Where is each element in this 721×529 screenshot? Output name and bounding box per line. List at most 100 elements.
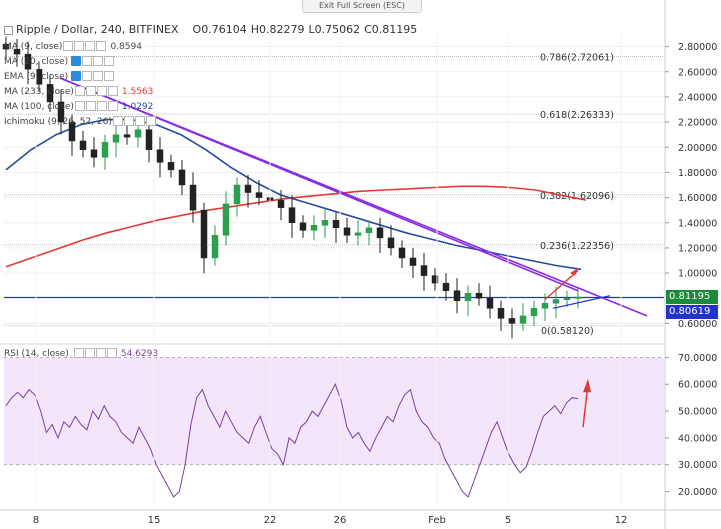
price-tick-label: 2.20000 (678, 118, 717, 129)
candle-body (233, 184, 241, 205)
rsi-settings-icon[interactable] (73, 348, 84, 358)
candle-body (200, 209, 208, 259)
hide-icon[interactable] (82, 71, 93, 81)
indicator-legend-row: MA (20, close) (4, 56, 115, 67)
candle-body (354, 232, 362, 236)
hide-icon[interactable] (85, 86, 96, 96)
candle-body (101, 141, 109, 158)
candle-body (519, 315, 527, 324)
candle-body (442, 282, 450, 291)
remove-icon[interactable] (96, 41, 107, 51)
rsi-tick-label: 30.0000 (678, 460, 717, 471)
candle-body (475, 292, 483, 299)
format-icon[interactable] (93, 71, 104, 81)
fib-level-label: 0.786(2.72061) (540, 53, 614, 64)
hline-price-tag: 0.80619 (666, 304, 718, 319)
remove-icon[interactable] (145, 116, 156, 126)
format-icon[interactable] (85, 41, 96, 51)
indicator-legend-row: MA (100, close) 1.0292 (4, 101, 153, 112)
format-icon[interactable] (93, 56, 104, 66)
candle-body (288, 207, 296, 223)
collapse-icon[interactable] (4, 25, 13, 35)
indicator-value: 1.5563 (121, 86, 154, 97)
rsi-remove-icon[interactable] (106, 348, 117, 358)
candle-body (299, 222, 307, 231)
format-icon[interactable] (134, 116, 145, 126)
remove-icon[interactable] (107, 86, 118, 96)
remove-icon[interactable] (104, 71, 115, 81)
candle-body (563, 298, 571, 300)
candle-body (2, 43, 10, 50)
hide-icon[interactable] (85, 101, 96, 111)
hide-icon[interactable] (74, 41, 85, 51)
time-tick-label: Feb (428, 515, 446, 526)
price-tick-label: 1.80000 (678, 168, 717, 179)
time-tick-label: 8 (33, 515, 39, 526)
fibonacci-levels: 0.786(2.72061) 0.618(2.26333) 0.382(1.6209… (4, 53, 664, 337)
remove-icon[interactable] (107, 101, 118, 111)
last-price-tag: 0.81195 (666, 289, 718, 304)
candle-body (453, 290, 461, 302)
candle-body (68, 121, 76, 142)
price-axis: 2.80000 2.60000 2.40000 2.20000 2.00000 1.800… (664, 0, 717, 529)
candle-body (574, 296, 582, 299)
rsi-label: RSI (14, close) (4, 348, 69, 359)
candle-body (431, 275, 439, 284)
ma-233-line (5, 185, 587, 268)
candle-body (420, 265, 428, 276)
fib-level-label: 0(0.58120) (541, 326, 594, 337)
upper-trendline (59, 77, 579, 292)
candlesticks (2, 36, 582, 339)
ma-100-line (5, 118, 582, 271)
time-tick-label: 22 (264, 515, 277, 526)
rsi-tick-label: 60.0000 (678, 380, 717, 391)
rsi-tick-label: 20.0000 (678, 487, 717, 498)
indicator-label: MA (100, close) (4, 101, 74, 112)
candle-body (46, 84, 54, 103)
hide-icon[interactable] (123, 116, 134, 126)
price-tick-label: 2.40000 (678, 92, 717, 103)
fib-level-label: 0.618(2.26333) (540, 110, 614, 121)
candle-body (310, 225, 318, 231)
rsi-tick-label: 50.0000 (678, 407, 717, 418)
remove-icon[interactable] (104, 56, 115, 66)
bullish-arrow-head (570, 268, 578, 276)
indicator-label: EMA (9, close) (4, 71, 69, 82)
price-tick-label: 1.20000 (678, 243, 717, 254)
settings-icon[interactable] (74, 86, 85, 96)
rsi-value: 54.6293 (120, 348, 159, 359)
rsi-format-icon[interactable] (95, 348, 106, 358)
settings-icon[interactable] (74, 101, 85, 111)
candle-body (486, 298, 494, 309)
candle-body (508, 318, 516, 324)
indicator-legend-row: Ichimoku (9, 26, 52, 26) (4, 116, 156, 127)
rsi-hide-icon[interactable] (84, 348, 95, 358)
settings-icon[interactable] (71, 56, 82, 66)
settings-icon[interactable] (63, 41, 74, 51)
settings-icon[interactable] (71, 71, 82, 81)
candle-body (497, 308, 505, 319)
exit-fullscreen-button[interactable]: Exit Full Screen (ESC) (302, 0, 422, 13)
time-axis: 8 15 22 26 Feb 5 12 (0, 34, 721, 526)
price-tick-label: 2.00000 (678, 143, 717, 154)
rsi-legend: RSI (14, close) 54.6293 (4, 348, 158, 359)
candle-body (57, 101, 65, 123)
candle-body (167, 162, 175, 171)
candle-body (332, 219, 340, 229)
time-tick-label: 5 (505, 515, 511, 526)
settings-icon[interactable] (112, 116, 123, 126)
indicator-label: Ichimoku (9, 26, 52, 26) (4, 116, 112, 127)
format-icon[interactable] (96, 101, 107, 111)
bullish-arrow-line (544, 270, 579, 301)
format-icon[interactable] (96, 86, 107, 96)
candle-body (552, 299, 560, 304)
price-grid (4, 46, 664, 324)
open-value: O0.76104 (192, 23, 247, 36)
candle-body (178, 169, 186, 186)
symbol-header: Ripple / Dollar, 240, BITFINEX O0.76104 H0… (4, 23, 417, 36)
indicator-label: MA (233, close) (4, 86, 74, 97)
hide-icon[interactable] (82, 56, 93, 66)
price-tick-label: 2.60000 (678, 67, 717, 78)
candle-body (398, 247, 406, 259)
